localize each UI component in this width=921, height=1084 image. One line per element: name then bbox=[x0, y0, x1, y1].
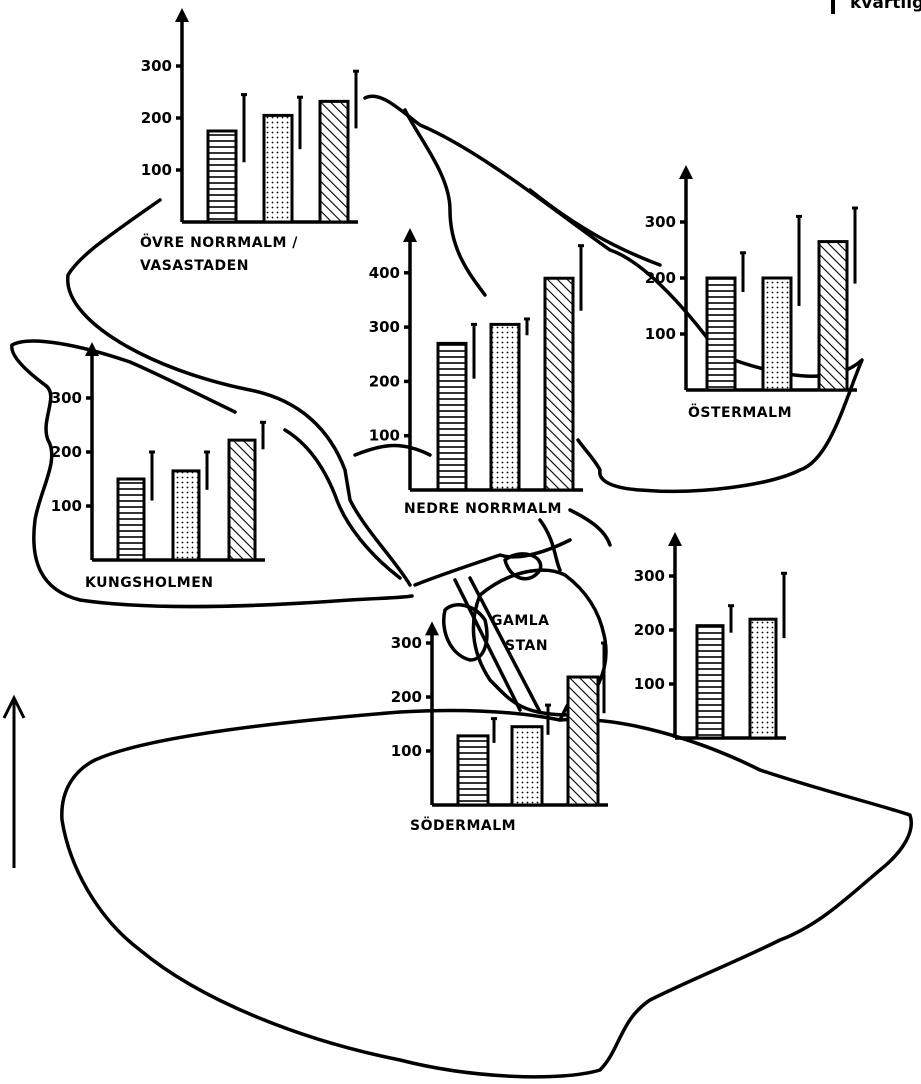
y-tick-label: 300 bbox=[51, 389, 82, 407]
y-tick-label: 400 bbox=[369, 264, 400, 282]
y-tick-label: 100 bbox=[141, 161, 172, 179]
chart-2: 100 200 300 400 NEDRE NORRMALM bbox=[369, 228, 584, 517]
islets-middle bbox=[413, 508, 612, 587]
y-tick-label: 300 bbox=[369, 318, 400, 336]
stream-north bbox=[403, 108, 487, 297]
district-label-line2: STAN bbox=[505, 638, 548, 654]
legend: kvartilgränser bbox=[831, 0, 921, 14]
district-label: ÖSTERMALM bbox=[688, 403, 792, 421]
bar-dots bbox=[510, 725, 544, 807]
y-axis-arrow-icon bbox=[85, 342, 99, 356]
bar-horizontal-lines bbox=[206, 129, 238, 224]
chart-6: 100 200 300 SÖDERMALM bbox=[391, 621, 608, 834]
bar-diagonal-hatch bbox=[318, 99, 350, 224]
district-label: ÖVRE NORRMALM / bbox=[140, 233, 298, 251]
chart-4: 100 200 300 KUNGSHOLMEN bbox=[51, 342, 266, 591]
bar-horizontal-lines bbox=[695, 624, 725, 740]
bar-dots bbox=[171, 469, 201, 562]
y-axis-arrow-icon bbox=[668, 532, 682, 546]
y-tick-label: 200 bbox=[634, 621, 665, 639]
bar-dots bbox=[761, 276, 793, 392]
y-tick-label: 200 bbox=[51, 443, 82, 461]
y-tick-label: 200 bbox=[369, 372, 400, 390]
bar-horizontal-lines bbox=[456, 734, 490, 807]
stream-east bbox=[528, 188, 662, 267]
y-axis-arrow-icon bbox=[679, 165, 693, 179]
y-tick-label: 200 bbox=[645, 269, 676, 287]
y-tick-label: 100 bbox=[645, 325, 676, 343]
north-arrow-icon bbox=[2, 694, 26, 868]
y-tick-label: 300 bbox=[391, 634, 422, 652]
y-axis-arrow-icon bbox=[175, 8, 189, 22]
y-tick-label: 300 bbox=[634, 567, 665, 585]
bar-diagonal-hatch bbox=[817, 240, 849, 392]
district-label: KUNGSHOLMEN bbox=[85, 575, 214, 591]
bar-diagonal-hatch bbox=[227, 438, 257, 562]
y-axis-arrow-icon bbox=[425, 621, 439, 636]
chart-5: 100 200 300 GAMLA STAN bbox=[491, 532, 787, 740]
legend-text: kvartilgränser bbox=[850, 0, 921, 13]
bar-horizontal-lines bbox=[705, 276, 737, 392]
bar-diagonal-hatch bbox=[566, 675, 600, 807]
y-tick-label: 300 bbox=[645, 213, 676, 231]
bar-diagonal-hatch bbox=[543, 276, 575, 492]
y-tick-label: 300 bbox=[141, 57, 172, 75]
y-tick-label: 100 bbox=[51, 497, 82, 515]
bar-dots bbox=[262, 113, 294, 224]
sodermalm-outline bbox=[60, 708, 913, 1079]
district-charts: 100 200 300 ÖVRE NORRMALM / VASASTADEN 100 200… bbox=[51, 8, 858, 834]
district-label-line2: VASASTADEN bbox=[140, 258, 249, 274]
y-tick-label: 200 bbox=[391, 688, 422, 706]
y-tick-label: 200 bbox=[141, 109, 172, 127]
district-label: NEDRE NORRMALM bbox=[404, 501, 562, 517]
chart-3: 100 200 300 ÖSTERMALM bbox=[645, 165, 858, 421]
district-label: GAMLA bbox=[491, 613, 550, 629]
riddarholmen-islet bbox=[442, 603, 489, 662]
y-tick-label: 100 bbox=[369, 427, 400, 445]
chart-1: 100 200 300 ÖVRE NORRMALM / VASASTADEN bbox=[140, 8, 359, 274]
canal bbox=[283, 428, 402, 580]
bar-dots bbox=[489, 322, 521, 492]
y-tick-label: 100 bbox=[634, 675, 665, 693]
y-tick-label: 100 bbox=[391, 742, 422, 760]
y-axis-arrow-icon bbox=[403, 228, 417, 242]
bar-horizontal-lines bbox=[116, 477, 146, 562]
district-label: SÖDERMALM bbox=[410, 816, 516, 834]
bar-dots bbox=[748, 617, 778, 740]
bar-horizontal-lines bbox=[436, 341, 468, 492]
